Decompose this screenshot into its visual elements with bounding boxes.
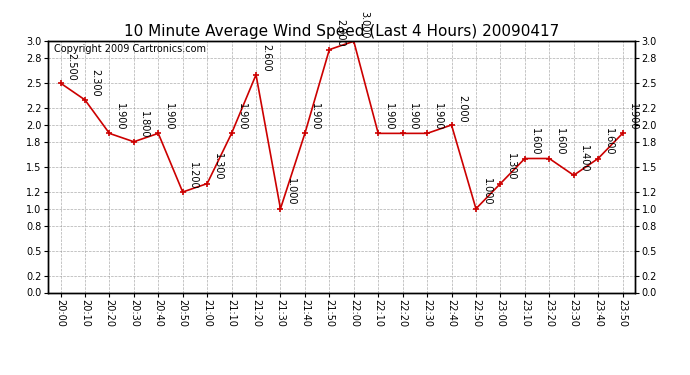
Text: 2.600: 2.600 — [262, 44, 272, 72]
Text: 1.900: 1.900 — [115, 103, 125, 130]
Text: 1.300: 1.300 — [506, 153, 516, 181]
Text: 1.800: 1.800 — [139, 111, 150, 139]
Text: 1.000: 1.000 — [286, 178, 296, 206]
Text: 3.000: 3.000 — [359, 11, 369, 39]
Title: 10 Minute Average Wind Speed (Last 4 Hours) 20090417: 10 Minute Average Wind Speed (Last 4 Hou… — [124, 24, 559, 39]
Text: 1.600: 1.600 — [604, 128, 613, 156]
Text: 1.600: 1.600 — [531, 128, 540, 156]
Text: 1.400: 1.400 — [580, 145, 589, 172]
Text: 1.200: 1.200 — [188, 162, 198, 189]
Text: 1.900: 1.900 — [433, 103, 443, 130]
Text: 2.000: 2.000 — [457, 94, 467, 122]
Text: Copyright 2009 Cartronics.com: Copyright 2009 Cartronics.com — [55, 44, 206, 54]
Text: 1.300: 1.300 — [213, 153, 223, 181]
Text: 1.600: 1.600 — [555, 128, 565, 156]
Text: 1.000: 1.000 — [482, 178, 491, 206]
Text: 2.900: 2.900 — [335, 19, 345, 47]
Text: 1.900: 1.900 — [310, 103, 320, 130]
Text: 1.900: 1.900 — [384, 103, 394, 130]
Text: 2.300: 2.300 — [90, 69, 101, 97]
Text: 1.900: 1.900 — [164, 103, 174, 130]
Text: 2.500: 2.500 — [66, 53, 76, 80]
Text: 1.900: 1.900 — [237, 103, 247, 130]
Text: 1.900: 1.900 — [408, 103, 418, 130]
Text: 1.900: 1.900 — [628, 103, 638, 130]
